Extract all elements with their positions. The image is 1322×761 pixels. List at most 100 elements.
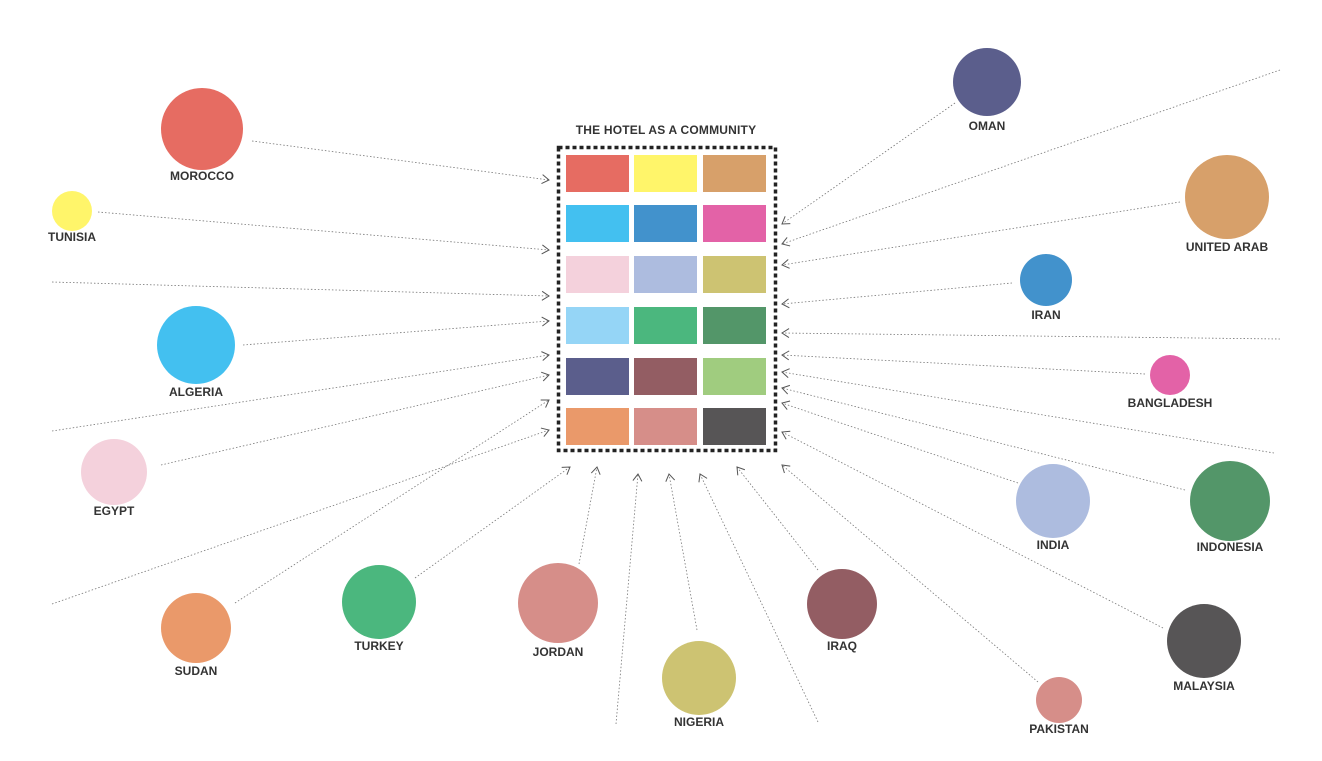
- grid-cell: [634, 307, 697, 344]
- arrowhead: [781, 350, 790, 361]
- country-label: JORDAN: [533, 645, 584, 659]
- country-label: EGYPT: [94, 504, 135, 518]
- country-node: SUDAN: [161, 593, 231, 678]
- country-node: OMAN: [953, 48, 1021, 133]
- grid-cell: [566, 256, 629, 293]
- country-label: INDONESIA: [1197, 540, 1264, 554]
- country-circle: [1190, 461, 1270, 541]
- country-label: BANGLADESH: [1128, 396, 1213, 410]
- grid-cell: [634, 256, 697, 293]
- arrowhead: [540, 399, 550, 408]
- arrowhead: [541, 316, 550, 327]
- country-node: IRAN: [1020, 254, 1072, 322]
- country-node: EGYPT: [81, 439, 147, 518]
- grid-cell: [566, 205, 629, 242]
- country-node: INDONESIA: [1190, 461, 1270, 554]
- connection-line: [242, 320, 550, 346]
- connection-line: [699, 473, 819, 723]
- country-label: NIGERIA: [674, 715, 724, 729]
- arrowhead: [781, 259, 790, 269]
- connection-line: [51, 429, 550, 605]
- arrowhead: [781, 216, 791, 225]
- country-node: TURKEY: [342, 565, 416, 653]
- connection-line: [615, 473, 639, 725]
- grid-cell: [634, 358, 697, 395]
- arrowhead: [561, 466, 571, 475]
- country-label: MALAYSIA: [1173, 679, 1235, 693]
- grid-cell: [703, 155, 766, 192]
- country-nodes: MOROCCO TUNISIA ALGERIA EGYPT SUDAN TURKEY JOR…: [48, 48, 1270, 736]
- country-node: IRAQ: [807, 569, 877, 653]
- country-circle: [52, 191, 92, 231]
- country-circle: [807, 569, 877, 639]
- grid-cell: [703, 307, 766, 344]
- arrowhead: [781, 237, 791, 247]
- country-label: PAKISTAN: [1029, 722, 1089, 736]
- country-label: TURKEY: [354, 639, 403, 653]
- country-circle: [518, 563, 598, 643]
- arrowhead: [540, 427, 550, 437]
- arrowhead: [736, 466, 746, 476]
- connection-lines: [51, 69, 1281, 725]
- hotel-grid: [566, 155, 766, 445]
- arrowhead: [781, 430, 791, 440]
- arrowhead: [540, 371, 550, 382]
- country-node: MALAYSIA: [1167, 604, 1241, 693]
- country-label: TUNISIA: [48, 230, 96, 244]
- grid-cell: [566, 307, 629, 344]
- country-circle: [662, 641, 736, 715]
- country-circle: [1167, 604, 1241, 678]
- connection-line: [781, 431, 1164, 629]
- country-label: IRAN: [1031, 308, 1060, 322]
- arrowhead: [541, 290, 550, 301]
- hotel-border: [556, 145, 778, 453]
- arrowhead: [781, 400, 791, 410]
- grid-cell: [634, 205, 697, 242]
- country-node: MOROCCO: [161, 88, 243, 183]
- connection-line: [781, 282, 1013, 305]
- connection-line: [51, 354, 550, 432]
- arrowhead: [781, 464, 791, 474]
- grid-cell: [566, 408, 629, 445]
- connection-arrowheads: [540, 174, 791, 483]
- arrowhead: [590, 466, 601, 475]
- connection-line: [781, 371, 1275, 454]
- country-circle: [161, 88, 243, 170]
- connection-line: [414, 466, 571, 579]
- connection-line: [668, 473, 698, 631]
- arrowhead: [781, 368, 790, 378]
- connection-line: [234, 399, 550, 604]
- country-label: UNITED ARAB: [1186, 240, 1269, 254]
- country-node: BANGLADESH: [1128, 355, 1213, 410]
- arrowhead: [698, 473, 708, 483]
- country-node: TUNISIA: [48, 191, 96, 244]
- grid-cell: [703, 408, 766, 445]
- country-circle: [161, 593, 231, 663]
- connection-line: [781, 354, 1146, 375]
- connection-line: [781, 102, 956, 225]
- country-circle: [1150, 355, 1190, 395]
- arrowhead: [781, 384, 791, 395]
- connection-line: [781, 332, 1281, 340]
- country-circle: [157, 306, 235, 384]
- grid-cell: [566, 155, 629, 192]
- country-label: ALGERIA: [169, 385, 223, 399]
- connection-line: [97, 211, 550, 251]
- arrowhead: [781, 298, 790, 309]
- connection-line: [251, 140, 550, 181]
- country-label: SUDAN: [175, 664, 218, 678]
- country-node: INDIA: [1016, 464, 1090, 552]
- arrowhead: [781, 328, 790, 339]
- grid-cell: [703, 358, 766, 395]
- connection-line: [781, 201, 1181, 266]
- connection-line: [736, 466, 819, 571]
- country-circle: [1020, 254, 1072, 306]
- connection-line: [781, 402, 1019, 484]
- country-node: JORDAN: [518, 563, 598, 659]
- grid-cell: [634, 155, 697, 192]
- country-circle: [953, 48, 1021, 116]
- arrowhead: [632, 473, 643, 482]
- country-circle: [1016, 464, 1090, 538]
- country-node: PAKISTAN: [1029, 677, 1089, 736]
